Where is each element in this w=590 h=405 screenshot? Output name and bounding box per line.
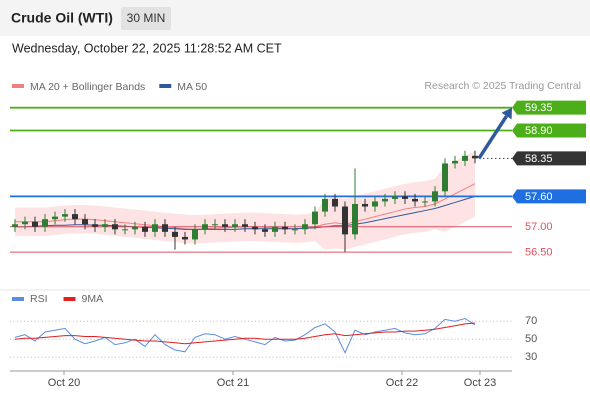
legend-swatch (12, 297, 24, 301)
y-tick-label: 50 (525, 333, 537, 345)
y-tick-label: 70 (525, 315, 537, 327)
candle-body (222, 224, 228, 227)
candle-body (262, 229, 268, 232)
candle-body (362, 203, 368, 207)
candle-body (52, 216, 58, 220)
legend-label: MA 20 + Bollinger Bands (30, 81, 145, 93)
indicator-line (14, 317, 476, 354)
candle-body (132, 226, 138, 230)
candle-body (412, 198, 418, 202)
timestamp: Wednesday, October 22, 2025 11:28:52 AM … (12, 41, 282, 55)
candle-body (372, 201, 378, 207)
level-tag (512, 151, 586, 166)
candle-body (382, 198, 388, 202)
x-tick-label: Oct 22 (386, 377, 418, 389)
legend-swatch (63, 297, 76, 301)
candle-body (212, 224, 218, 226)
candle-body (92, 224, 98, 227)
legend-label: RSI (30, 293, 48, 305)
candle-body (232, 224, 238, 227)
candle-body (472, 155, 478, 159)
candle-body (292, 229, 298, 231)
x-tick-label: Oct 21 (217, 377, 249, 389)
candle-body (402, 196, 408, 199)
candle-body (172, 231, 178, 237)
legend-swatch (12, 84, 24, 88)
candle-body (112, 224, 118, 230)
candle-body (272, 226, 278, 232)
candle-body (252, 226, 258, 230)
level-tag (512, 123, 586, 138)
level-label: 59.35 (525, 102, 553, 114)
instrument-title: Crude Oil (WTI) (11, 10, 113, 26)
candle-body (422, 201, 428, 203)
candle-body (192, 229, 198, 240)
level-label: 58.35 (525, 153, 553, 165)
timeframe-label: 30 MIN (127, 11, 166, 25)
candle-body (322, 198, 328, 212)
indicator-line (14, 322, 476, 345)
candle-body (242, 224, 248, 227)
y-tick-label: 30 (525, 351, 537, 363)
candle-body (392, 196, 398, 199)
candle-body (12, 224, 18, 227)
timeframe-badge[interactable] (121, 7, 171, 30)
candle-body (82, 219, 88, 225)
level-tag (512, 100, 586, 115)
candle-body (342, 206, 348, 235)
x-tick-label: Oct 23 (464, 377, 496, 389)
candle-body (202, 224, 208, 230)
candle-body (162, 224, 168, 232)
credit: Research © 2025 Trading Central (424, 80, 581, 92)
candle-body (152, 224, 158, 232)
candle-body (452, 160, 458, 164)
level-label: 57.60 (525, 191, 553, 203)
candle-body (102, 224, 108, 227)
candle-body (282, 226, 288, 230)
candle-body (352, 203, 358, 235)
candle-body (462, 155, 468, 161)
candle-body (142, 226, 148, 232)
bollinger-band (15, 150, 475, 250)
header-bar (0, 0, 590, 36)
level-label: 56.50 (525, 247, 553, 259)
candle-body (442, 163, 448, 192)
legend-label: 9MA (82, 293, 104, 305)
legend-swatch (159, 84, 172, 88)
forecast-arrow (477, 115, 509, 160)
level-label: 57.00 (525, 221, 553, 233)
level-tag (512, 189, 586, 204)
candle-body (432, 191, 438, 202)
candle-body (42, 219, 48, 227)
candle-body (62, 214, 68, 217)
candle-body (182, 236, 188, 240)
forecast-arrowhead (501, 107, 512, 120)
candle-body (72, 214, 78, 220)
x-tick-label: Oct 20 (48, 377, 80, 389)
candle-body (122, 229, 128, 231)
candle-body (22, 221, 28, 225)
legend-label: MA 50 (177, 81, 207, 93)
candle-body (332, 198, 338, 207)
level-label: 58.90 (525, 125, 553, 137)
candle-body (312, 211, 318, 225)
candle-body (32, 221, 38, 227)
candle-body (302, 224, 308, 230)
